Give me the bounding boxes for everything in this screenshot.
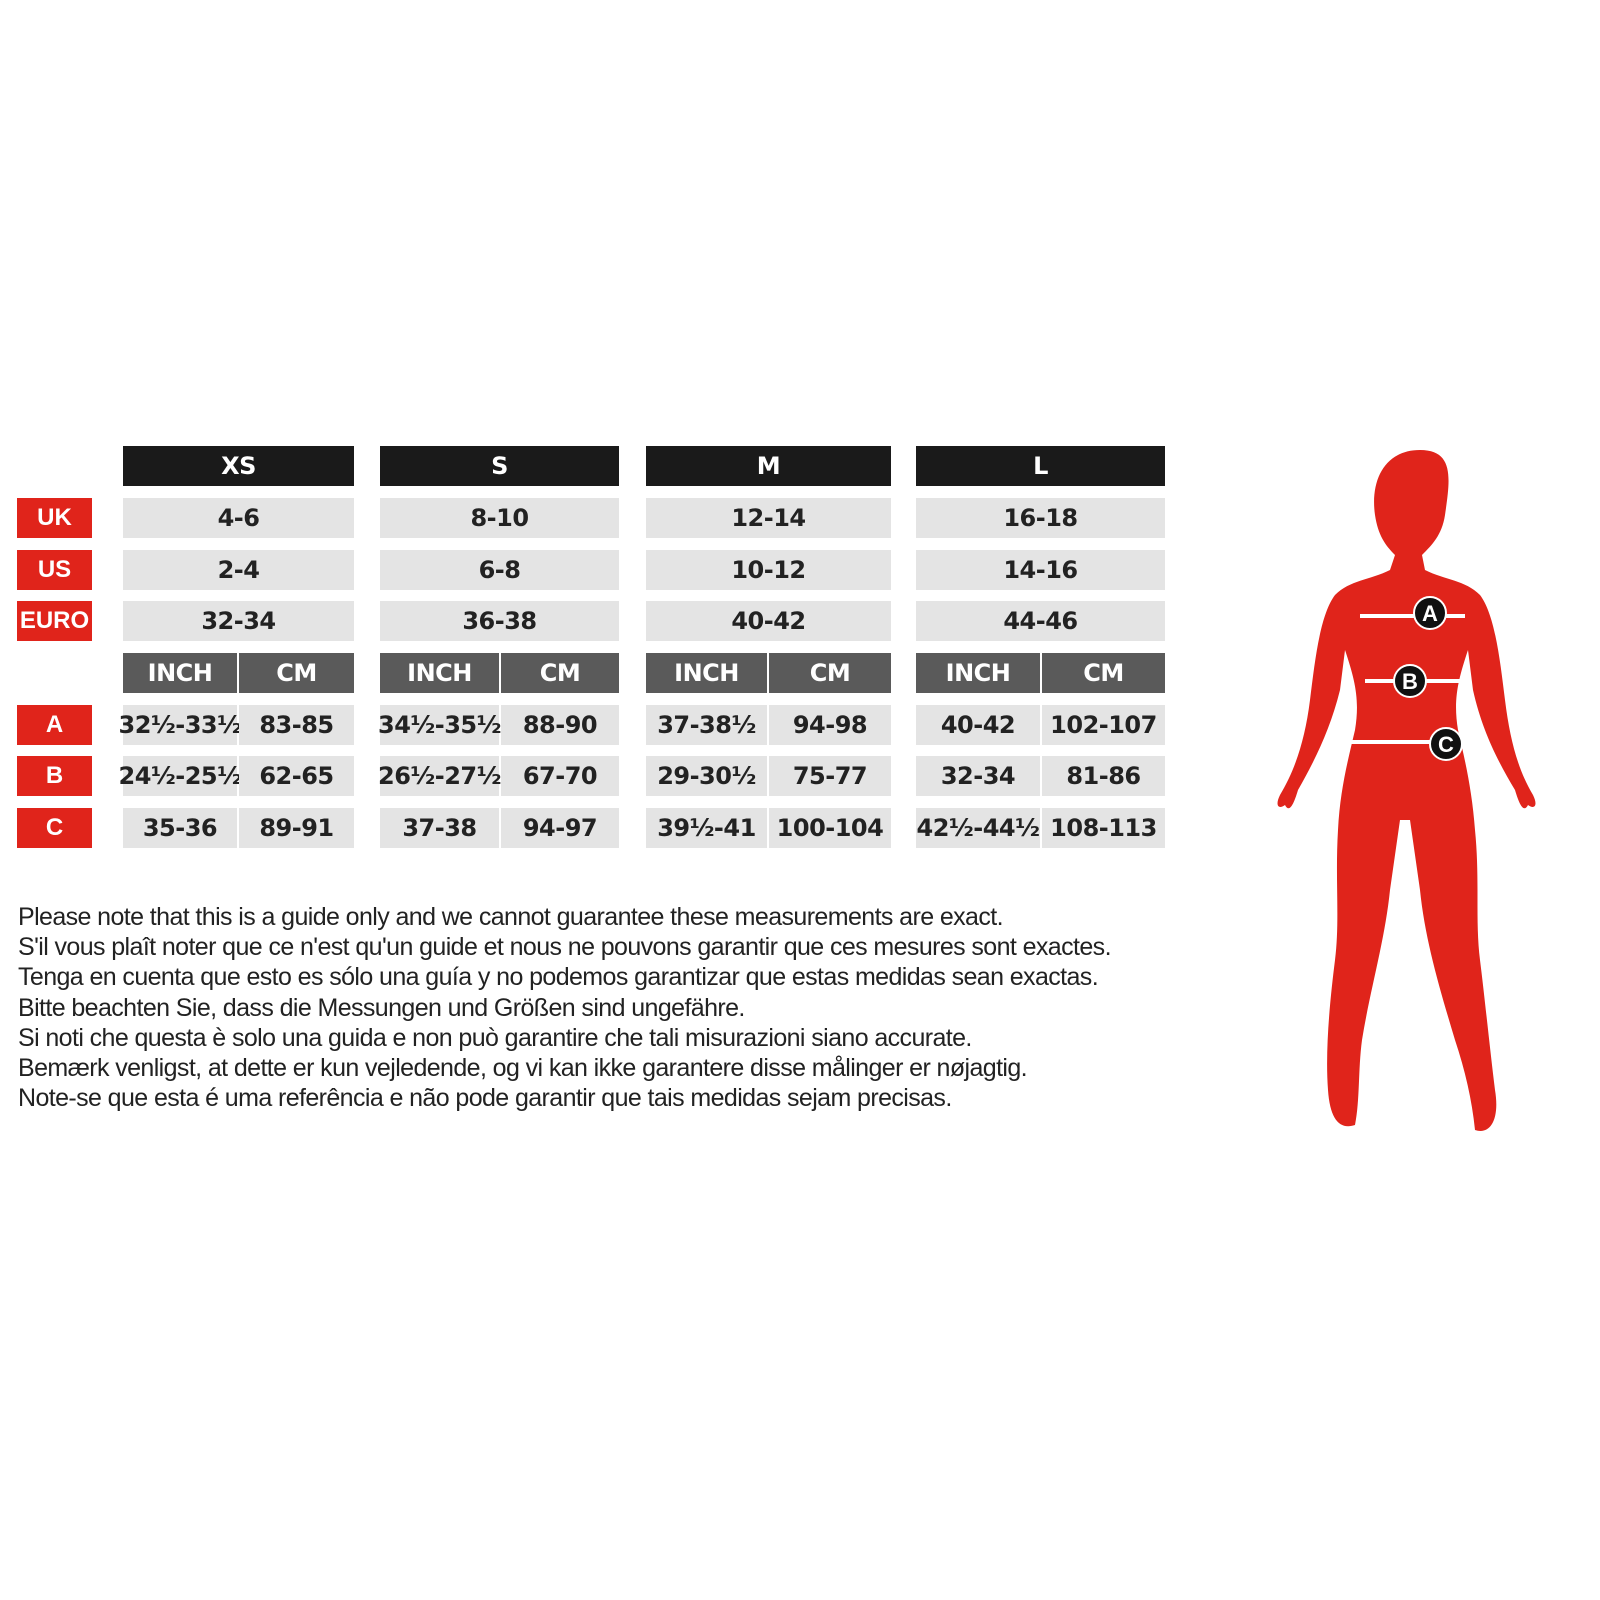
measure-a-cm-cell: 94-98 bbox=[769, 705, 891, 745]
size-euro-cell: 44-46 bbox=[916, 601, 1165, 641]
size-header: L bbox=[916, 446, 1165, 486]
measure-c-cm-cell: 94-97 bbox=[501, 808, 619, 848]
measure-c-inch-cell: 37-38 bbox=[380, 808, 499, 848]
measure-b-inch-cell: 26½-27½ bbox=[378, 756, 501, 796]
row-label-c: C bbox=[17, 808, 92, 848]
marker-c bbox=[1429, 727, 1463, 761]
note-fr: S'il vous plaît noter que ce n'est qu'un… bbox=[18, 933, 1112, 962]
size-header: S bbox=[380, 446, 619, 486]
size-us-cell: 14-16 bbox=[916, 550, 1165, 590]
size-header: XS bbox=[123, 446, 354, 486]
size-uk-cell: 16-18 bbox=[916, 498, 1165, 538]
measure-c-inch-cell: 35-36 bbox=[123, 808, 237, 848]
marker-c-label: C bbox=[1438, 732, 1454, 757]
note-es: Tenga en cuenta que esto es sólo una guí… bbox=[18, 963, 1099, 992]
size-us-cell: 2-4 bbox=[123, 550, 354, 590]
note-de: Bitte beachten Sie, dass die Messungen u… bbox=[18, 993, 745, 1022]
note-pt: Note-se que esta é uma referência e não … bbox=[18, 1084, 952, 1113]
unit-inch-header: INCH bbox=[380, 653, 499, 693]
unit-inch-header: INCH bbox=[123, 653, 237, 693]
size-uk-cell: 12-14 bbox=[646, 498, 891, 538]
row-label-b: B bbox=[17, 756, 92, 796]
body-silhouette-figure: A B C bbox=[1277, 450, 1536, 1131]
measure-a-inch-cell: 37-38½ bbox=[646, 705, 767, 745]
measure-c-inch-cell: 42½-44½ bbox=[916, 808, 1040, 848]
measure-b-cm-cell: 67-70 bbox=[501, 756, 619, 796]
marker-a-label: A bbox=[1422, 601, 1438, 626]
measure-b-cm-cell: 62-65 bbox=[239, 756, 354, 796]
row-label-euro: EURO bbox=[17, 601, 92, 641]
note-da: Bemærk venligst, at dette er kun vejlede… bbox=[18, 1054, 1028, 1083]
size-uk-cell: 8-10 bbox=[380, 498, 619, 538]
row-label-uk: UK bbox=[17, 498, 92, 538]
row-label-a: A bbox=[17, 705, 92, 745]
marker-a bbox=[1413, 596, 1447, 630]
measure-b-inch-cell: 24½-25½ bbox=[119, 756, 242, 796]
measure-a-inch-cell: 34½-35½ bbox=[378, 705, 501, 745]
measure-b-inch-cell: 32-34 bbox=[916, 756, 1040, 796]
marker-b-label: B bbox=[1402, 669, 1418, 694]
measure-a-cm-cell: 83-85 bbox=[239, 705, 354, 745]
marker-b bbox=[1393, 664, 1427, 698]
size-header: M bbox=[646, 446, 891, 486]
measure-c-cm-cell: 108-113 bbox=[1042, 808, 1165, 848]
size-euro-cell: 36-38 bbox=[380, 601, 619, 641]
note-en: Please note that this is a guide only an… bbox=[18, 903, 1004, 931]
size-uk-cell: 4-6 bbox=[123, 498, 354, 538]
unit-cm-header: CM bbox=[769, 653, 891, 693]
unit-cm-header: CM bbox=[239, 653, 354, 693]
measure-a-inch-cell: 32½-33½ bbox=[119, 705, 242, 745]
note-it: Si noti che questa è solo una guida e no… bbox=[18, 1023, 972, 1052]
size-us-cell: 10-12 bbox=[646, 550, 891, 590]
row-label-us: US bbox=[17, 550, 92, 590]
measure-a-cm-cell: 102-107 bbox=[1042, 705, 1165, 745]
measure-c-cm-cell: 100-104 bbox=[769, 808, 891, 848]
measure-c-cm-cell: 89-91 bbox=[239, 808, 354, 848]
unit-inch-header: INCH bbox=[646, 653, 767, 693]
size-euro-cell: 40-42 bbox=[646, 601, 891, 641]
disclaimer-notes: Please note that this is a guide only an… bbox=[18, 902, 1112, 1113]
silhouette-icon bbox=[1277, 450, 1536, 1131]
unit-cm-header: CM bbox=[1042, 653, 1165, 693]
measure-b-cm-cell: 81-86 bbox=[1042, 756, 1165, 796]
unit-cm-header: CM bbox=[501, 653, 619, 693]
measure-a-inch-cell: 40-42 bbox=[916, 705, 1040, 745]
size-us-cell: 6-8 bbox=[380, 550, 619, 590]
measure-c-inch-cell: 39½-41 bbox=[646, 808, 767, 848]
size-euro-cell: 32-34 bbox=[123, 601, 354, 641]
measure-a-cm-cell: 88-90 bbox=[501, 705, 619, 745]
unit-inch-header: INCH bbox=[916, 653, 1040, 693]
measure-b-cm-cell: 75-77 bbox=[769, 756, 891, 796]
measure-b-inch-cell: 29-30½ bbox=[646, 756, 767, 796]
